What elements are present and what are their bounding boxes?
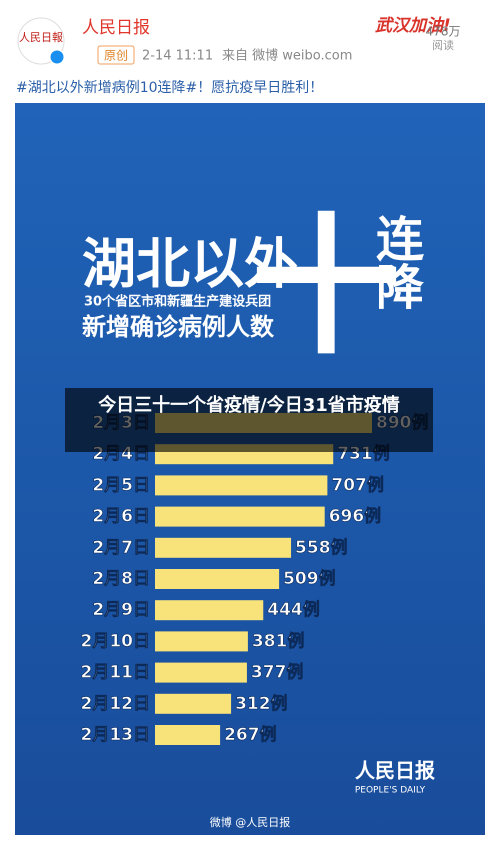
value-label: 312例 (235, 693, 287, 714)
value-label: 707例 (331, 474, 384, 495)
chart-subtitle: 30个省区市和新疆生产建设兵团 (84, 294, 271, 310)
value-label: 377例 (251, 662, 304, 683)
category-label: 2月11日 (81, 663, 151, 683)
category-label: 2月12日 (81, 694, 151, 714)
bar (155, 506, 325, 527)
category-label: 2月9日 (92, 600, 150, 620)
bar (155, 725, 221, 745)
category-label: 2月13日 (81, 725, 151, 745)
post-image[interactable] (15, 103, 485, 835)
bar (155, 569, 280, 589)
reads-label: 阅读 (432, 38, 454, 52)
category-label: 2月7日 (92, 538, 150, 558)
post-time: 2-14 11:11 (142, 49, 213, 64)
category-label: 2月6日 (92, 507, 150, 527)
value-label: 558例 (295, 537, 348, 558)
post-text: #湖北以外新增病例10连降#！愿抗疫早日胜利！ (16, 80, 323, 96)
side-text: 连降 (367, 214, 424, 310)
category-label: 2月10日 (81, 631, 151, 651)
avatar-text: 人民日報 (19, 31, 63, 44)
verified-badge (49, 49, 65, 65)
badge-box (97, 45, 135, 65)
bar (155, 631, 248, 652)
overlay-caption: 今日三十一个省疫情/今日31省市疫情 (65, 388, 433, 452)
value-label: 696例 (329, 506, 382, 527)
category-label: 2月8日 (92, 569, 150, 589)
value-label: 444例 (267, 599, 320, 620)
post-source: 来自 微博 weibo.com (222, 49, 352, 64)
bar (155, 600, 264, 621)
watermark: 微博 @人民日报 (210, 815, 291, 829)
badge: 原创 (104, 49, 128, 63)
reads: 478万 (426, 25, 461, 39)
bar (155, 537, 292, 558)
category-label: 2月5日 (92, 475, 150, 495)
chart-subtitle-2: 新增确诊病例人数 (82, 313, 275, 341)
bar (155, 662, 247, 683)
big-text: 十 (251, 201, 401, 375)
logo-english: PEOPLE'S DAILY (355, 786, 426, 796)
logo-name: 人民日报 (355, 759, 435, 783)
value-label: 267例 (224, 724, 277, 745)
chart-title: 湖北以外 (82, 233, 298, 296)
value-label: 381例 (252, 630, 305, 651)
value-label: 509例 (283, 568, 336, 589)
bar (155, 693, 232, 714)
author[interactable]: 人民日报 (82, 18, 150, 38)
banner: 武汉加油! (375, 16, 451, 36)
bar (155, 475, 328, 496)
